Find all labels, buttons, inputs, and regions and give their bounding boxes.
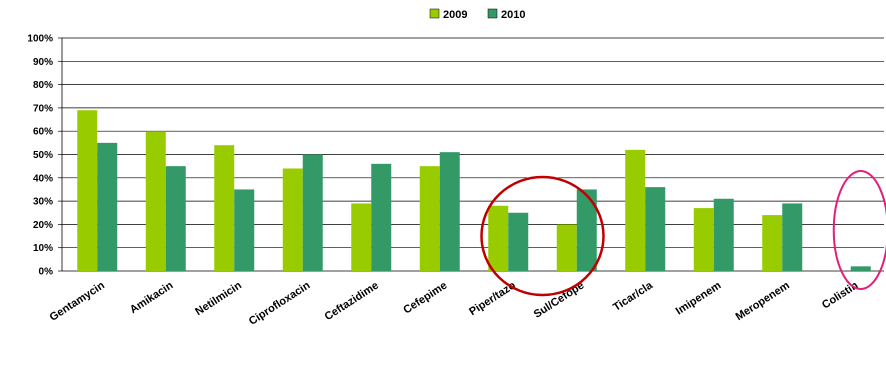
category-label: Imipenem [674,279,724,317]
y-tick-label: 70% [33,103,53,114]
bar-2010-cefepime [439,152,460,271]
legend-label-2009: 2009 [443,9,467,21]
y-tick-label: 40% [33,173,53,184]
category-label: Amikacin [128,279,176,316]
y-tick-label: 30% [33,197,53,208]
y-tick-label: 10% [33,243,53,254]
bar-2009-sul-cefope [556,224,577,271]
bar-2010-amikacin [165,166,186,271]
bar-2010-colistin [850,266,871,271]
category-label: Gentamycin [48,279,108,324]
bar-2009-ciprofloxacin [282,168,303,271]
bar-2009-cefepime [419,166,440,271]
legend-swatch-2010 [487,8,498,19]
y-tick-label: 100% [27,34,53,45]
bar-2010-ciprofloxacin [302,154,323,271]
category-label: Sul/Cefope [532,279,587,320]
y-tick-label: 50% [33,150,53,161]
bar-2009-piper-tazo [488,205,509,271]
y-tick-label: 20% [33,220,53,231]
y-tick-label: 60% [33,127,53,138]
bar-2010-netilmicin [234,189,255,271]
category-label: Meropenem [734,279,792,323]
y-tick-label: 0% [39,267,54,278]
bar-2010-imipenem [713,198,734,271]
legend: 2009 2010 [429,8,525,21]
bar-2010-sul-cefope [576,189,597,271]
y-tick-label: 90% [33,57,53,68]
legend-swatch-2009 [429,8,440,19]
bar-2009-netilmicin [214,145,235,271]
bar-2010-meropenem [782,203,803,271]
bar-2010-ticar-cla [645,187,666,271]
bar-2009-ceftazidime [351,203,372,271]
bar-2009-ticar-cla [625,149,646,271]
category-label: Cefepime [401,279,449,316]
category-label: Colistin [820,279,861,311]
bar-2010-piper-tazo [508,212,529,271]
highlight-ellipse-pink [832,170,886,290]
bar-2009-gentamycin [77,110,98,271]
bar-2010-gentamycin [97,142,118,271]
bar-2010-ceftazidime [371,163,392,271]
category-label: Ticar/cla [611,279,656,314]
legend-label-2010: 2010 [501,9,525,21]
bar-2009-amikacin [145,131,166,271]
highlight-ellipse-red [480,175,605,297]
category-label: Ceftazidime [323,279,381,323]
category-label: Ciprofloxacin [247,279,313,327]
category-label: Netilmicin [193,279,244,318]
y-tick-label: 80% [33,80,53,91]
bar-2009-meropenem [762,215,783,271]
bar-2009-imipenem [693,208,714,271]
